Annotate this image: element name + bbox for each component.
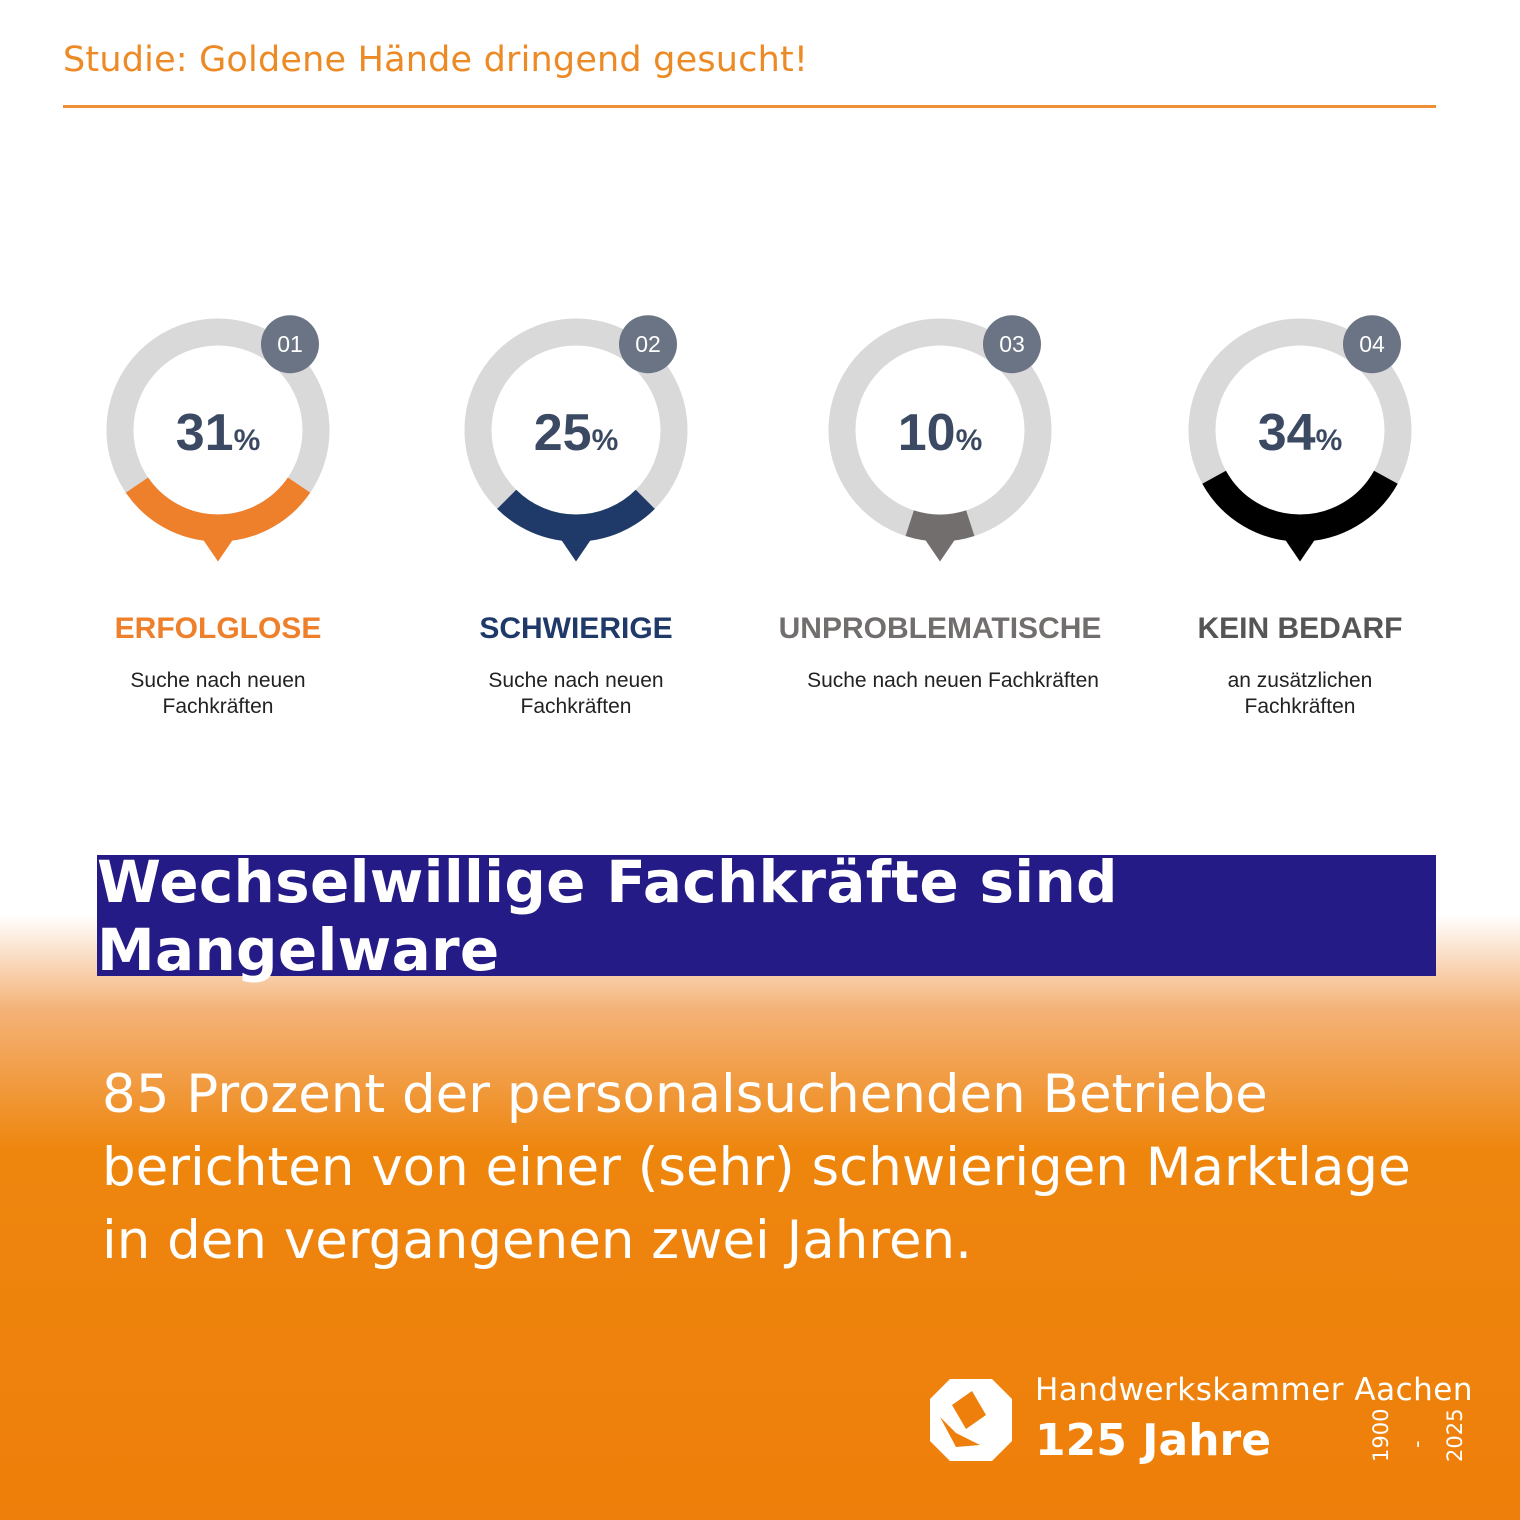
donut-pointer-03 (925, 539, 955, 562)
badge-circle-02 (618, 315, 677, 374)
donut-chart-group: 01 31% 02 25% 03 10% 04 34% (106, 315, 1412, 562)
footer-anniversary: 125 Jahre (1035, 1415, 1272, 1466)
donut-label-02: SCHWIERIGE (479, 612, 673, 645)
donut-pointer-01 (203, 539, 233, 562)
donut-pointer-04 (1285, 539, 1315, 562)
hwk-logo-icon (930, 1379, 1012, 1461)
donut-sublabel-04: an zusätzlichen Fachkräften (1227, 669, 1373, 718)
page-title: Studie: Goldene Hände dringend gesucht! (63, 40, 809, 80)
donut-label-01: ERFOLGLOSE (114, 612, 322, 645)
donut-value-01: 31% (176, 404, 261, 462)
footer-year-end: 2025 (1443, 1408, 1467, 1462)
donut-arc-04 (1202, 470, 1398, 542)
donut-label-03: UNPROBLEMATISCHE (778, 612, 1102, 645)
donut-arc-01 (125, 477, 311, 542)
footer-year-start: 1900 (1369, 1408, 1393, 1462)
badge-number-04: 04 (1359, 331, 1385, 357)
footer-year-separator: - (1405, 1440, 1429, 1448)
footer-org-name: Handwerkskammer Aachen (1035, 1372, 1473, 1408)
donut-sublabel-01: Suche nach neuen Fachkräften (130, 669, 306, 718)
donut-value-04: 34% (1258, 404, 1343, 462)
footer-year-range: 1900 - 2025 (1365, 1408, 1475, 1464)
badge-number-03: 03 (999, 331, 1025, 357)
badge-circle-01 (260, 315, 319, 374)
headline-text: Wechselwillige Fachkräfte sind Mangelwar… (97, 847, 1118, 984)
headline-banner: Wechselwillige Fachkräfte sind Mangelwar… (97, 848, 1436, 984)
donut-arc-03 (905, 510, 975, 542)
donut-pointer-02 (561, 539, 591, 562)
badge-number-02: 02 (635, 331, 661, 357)
title-divider (63, 105, 1436, 108)
donut-value-02: 25% (534, 404, 619, 462)
badge-number-01: 01 (277, 331, 303, 357)
donut-sublabel-02: Suche nach neuen Fachkräften (488, 669, 664, 718)
body-text: 85 Prozent der personalsuchenden Betrieb… (102, 1064, 1411, 1271)
badge-circle-03 (982, 315, 1041, 374)
donut-arc-02 (497, 489, 655, 542)
donut-label-04: KEIN BEDARF (1197, 612, 1403, 645)
donut-sublabel-03: Suche nach neuen Fachkräften (807, 669, 1099, 692)
donut-value-03: 10% (898, 404, 983, 462)
badge-circle-04 (1342, 315, 1401, 374)
